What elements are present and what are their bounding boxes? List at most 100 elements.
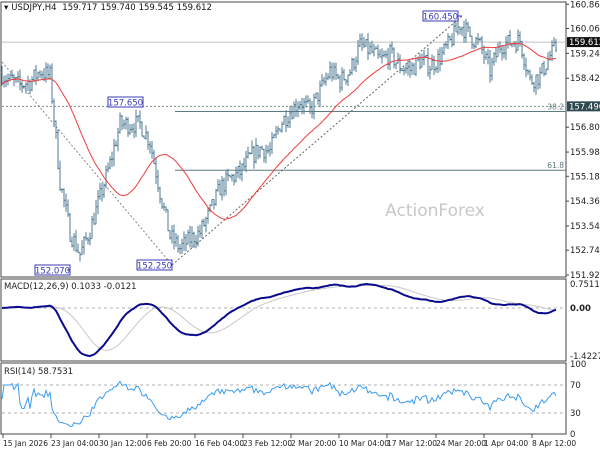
- price-bar: [129, 124, 131, 136]
- price-bar: [115, 140, 117, 147]
- price-bar: [39, 70, 41, 79]
- rsi-panel-frame: [0, 362, 567, 435]
- price-tick-label: 154.360: [570, 197, 600, 207]
- price-bar: [373, 43, 375, 57]
- price-bar: [409, 60, 411, 78]
- price-bar: [237, 166, 239, 178]
- rsi-tick-label: 100: [570, 360, 586, 370]
- price-bar: [537, 74, 539, 90]
- price-tick-label: 155.980: [570, 148, 600, 158]
- price-bar: [17, 71, 19, 83]
- price-bar: [343, 69, 345, 81]
- price-bar: [197, 225, 199, 247]
- price-tick-label: 156.800: [570, 123, 600, 133]
- price-bar: [279, 128, 281, 132]
- price-bar: [497, 42, 499, 58]
- time-tick-label: 2 Mar 20:00: [291, 439, 337, 448]
- price-bar: [217, 179, 219, 192]
- price-tick-label: 160.060: [570, 25, 600, 35]
- price-bar: [231, 173, 233, 182]
- price-bar: [315, 92, 317, 100]
- price-bar: [349, 69, 351, 76]
- price-bar: [363, 36, 365, 49]
- price-bar: [317, 92, 319, 105]
- time-tick-label: 24 Mar 20:00: [436, 439, 486, 448]
- macd-tick-label: 0.7511: [570, 280, 600, 290]
- price-bar: [403, 66, 405, 76]
- macd-title: MACD(12,26,9) 0.1033 -0.0121: [4, 282, 137, 292]
- price-bar: [79, 251, 81, 262]
- price-bar: [63, 188, 65, 208]
- price-bar: [507, 34, 509, 49]
- price-bar: [309, 98, 311, 114]
- price-bar: [281, 121, 283, 133]
- price-bar: [303, 98, 305, 115]
- price-bar: [313, 93, 315, 120]
- price-bar: [187, 229, 189, 245]
- open-value: 159.717: [62, 3, 98, 13]
- price-bar: [201, 219, 203, 239]
- price-bar: [83, 236, 85, 255]
- time-tick-label: 6 Feb 20:00: [147, 439, 192, 448]
- price-annotation-label: 152.250: [137, 262, 172, 272]
- price-bar: [269, 142, 271, 157]
- price-bar: [445, 41, 447, 49]
- price-bar: [455, 22, 457, 33]
- price-bar: [179, 244, 181, 255]
- price-bar: [491, 57, 493, 81]
- price-bar: [31, 76, 33, 92]
- price-bar: [191, 226, 193, 249]
- price-bar: [147, 131, 149, 150]
- price-bar: [509, 30, 511, 46]
- price-bar: [193, 231, 195, 248]
- marked-level-label: 157.490: [569, 102, 600, 112]
- price-bar: [139, 110, 141, 130]
- price-bar: [163, 202, 165, 211]
- price-annotation-box: [136, 259, 173, 271]
- price-bar: [543, 60, 545, 77]
- price-bar: [133, 123, 135, 139]
- price-bar: [529, 69, 531, 81]
- rsi-line: [1, 380, 557, 428]
- price-bar: [49, 64, 51, 80]
- price-bar: [243, 157, 245, 170]
- price-bar: [43, 68, 45, 82]
- price-bar: [369, 42, 371, 55]
- price-bar: [25, 82, 27, 94]
- price-bar: [361, 33, 363, 52]
- price-bar: [151, 141, 153, 159]
- price-bar: [183, 231, 185, 252]
- price-bar: [241, 163, 243, 182]
- price-bar: [247, 146, 249, 159]
- price-bar: [545, 68, 547, 76]
- dropdown-triangle-icon[interactable]: ▾: [4, 3, 9, 13]
- price-bar: [371, 40, 373, 54]
- price-bar: [41, 70, 43, 80]
- price-bar: [433, 55, 435, 76]
- price-bar: [331, 62, 333, 82]
- price-bar: [333, 62, 335, 80]
- price-bar: [203, 218, 205, 227]
- price-annotation-label: 157.650: [108, 99, 143, 109]
- close-value: 159.612: [176, 3, 212, 13]
- price-bar: [427, 48, 429, 77]
- price-bar: [229, 174, 231, 178]
- price-bar: [11, 69, 13, 79]
- price-bar: [419, 53, 421, 70]
- time-tick-label: 16 Feb 04:00: [195, 439, 244, 448]
- price-bar: [101, 183, 103, 202]
- price-bar: [329, 61, 331, 80]
- price-bar: [517, 29, 519, 51]
- price-bar: [141, 121, 143, 137]
- price-bar: [397, 52, 399, 64]
- price-bar: [117, 127, 119, 152]
- price-bar: [171, 225, 173, 244]
- price-bar: [273, 133, 275, 139]
- price-tick-label: 153.540: [570, 222, 600, 232]
- price-bar: [323, 76, 325, 85]
- price-bar: [21, 80, 23, 93]
- price-bar: [337, 73, 339, 80]
- price-bar: [169, 230, 171, 240]
- price-bar: [431, 54, 433, 71]
